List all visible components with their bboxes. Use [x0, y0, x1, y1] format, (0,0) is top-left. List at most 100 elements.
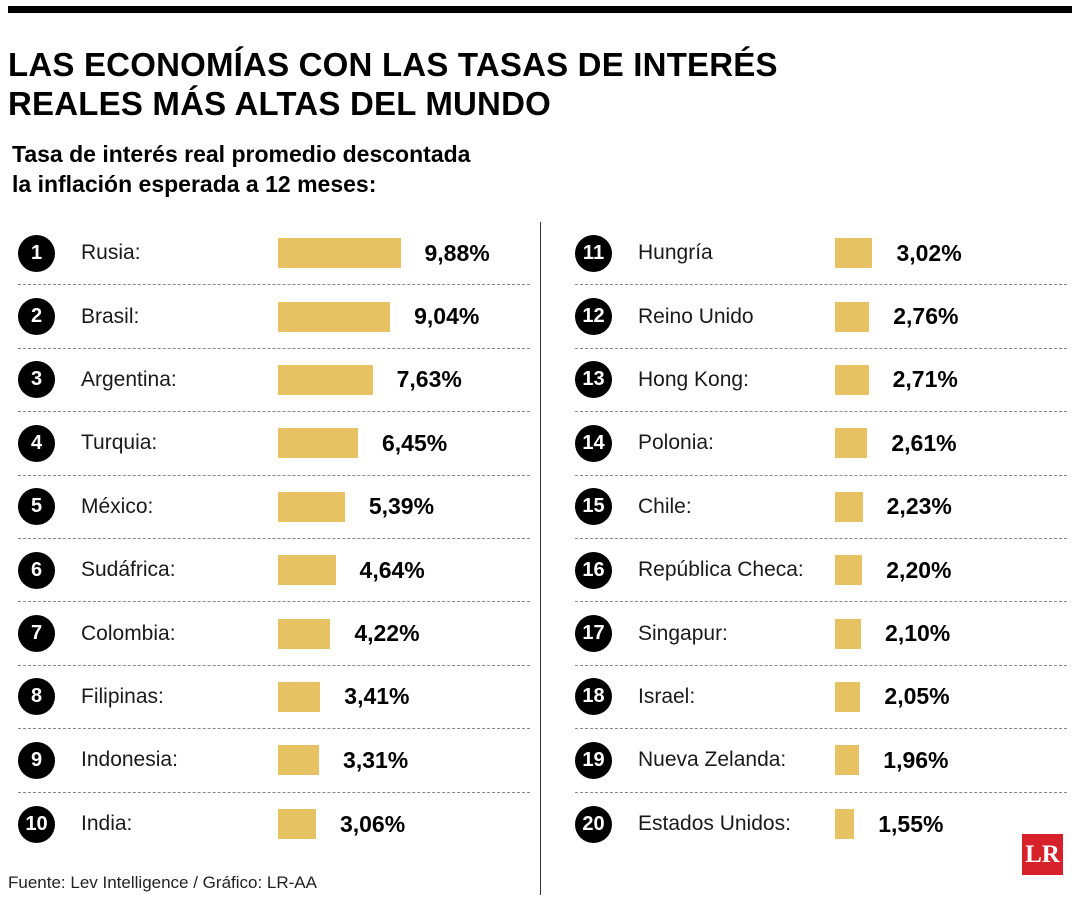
source-credit: Fuente: Lev Intelligence / Gráfico: LR-A… [8, 873, 317, 892]
bar-wrap [835, 809, 855, 840]
value-label: 9,88% [424, 239, 490, 266]
bar-wrap [278, 745, 320, 776]
value-bar [278, 428, 358, 459]
country-label: Turquia: [81, 431, 158, 455]
rank-row: 12 Reino Unido 2,76% [575, 285, 1067, 349]
bar-wrap [278, 555, 336, 586]
value-label: 4,22% [354, 620, 420, 647]
value-bar [278, 491, 345, 522]
value-label: 2,76% [893, 303, 959, 330]
bar-wrap [835, 364, 869, 395]
rank-badge: 7 [18, 615, 55, 653]
country-label: República Checa: [638, 558, 804, 582]
value-bar [835, 238, 873, 269]
value-label: 3,41% [344, 683, 410, 710]
value-label: 4,64% [359, 556, 425, 583]
bar-wrap [835, 681, 861, 712]
country-label: Hong Kong: [638, 367, 749, 391]
country-label: Reino Unido [638, 304, 754, 328]
value-label: 2,10% [885, 620, 951, 647]
value-bar [835, 491, 863, 522]
bar-wrap [835, 618, 862, 649]
country-label: Polonia: [638, 431, 714, 455]
value-label: 6,45% [381, 429, 448, 456]
subtitle-line-2: la inflación esperada a 12 meses: [12, 170, 377, 197]
rank-badge: 5 [18, 488, 55, 526]
country-label: India: [81, 812, 133, 836]
chart-subtitle: Tasa de interés real promedio descontada… [12, 140, 532, 200]
rank-row: 6 Sudáfrica: 4,64% [18, 539, 530, 603]
title-line-2: REALES MÁS ALTAS DEL MUNDO [8, 85, 551, 123]
country-label: Estados Unidos: [638, 812, 791, 836]
bar-wrap [278, 618, 331, 649]
country-label: México: [81, 494, 154, 518]
value-bar [835, 618, 862, 649]
country-label: Indonesia: [81, 748, 178, 772]
rank-badge: 12 [575, 298, 612, 336]
value-label: 2,23% [886, 493, 952, 520]
country-label: Filipinas: [81, 684, 164, 708]
rank-badge: 8 [18, 678, 55, 716]
value-bar [278, 555, 336, 586]
value-bar [835, 428, 868, 459]
value-bar [835, 745, 860, 776]
value-label: 2,05% [884, 683, 950, 710]
lr-logo: LR [1022, 834, 1063, 875]
rank-row: 7 Colombia: 4,22% [18, 602, 530, 666]
value-label: 3,02% [896, 239, 962, 266]
country-label: Israel: [638, 684, 696, 708]
rank-badge: 20 [575, 805, 612, 843]
subtitle-line-1: Tasa de interés real promedio descontada [12, 141, 471, 167]
bar-wrap [835, 745, 860, 776]
bar-wrap [278, 301, 391, 332]
rank-badge: 11 [575, 234, 612, 272]
rank-row: 3 Argentina: 7,63% [18, 349, 530, 413]
value-bar [278, 681, 321, 712]
top-rule [8, 6, 1072, 13]
column-divider [540, 222, 541, 895]
rank-badge: 15 [575, 488, 612, 526]
value-bar [835, 809, 855, 840]
rank-badge: 14 [575, 424, 612, 462]
value-label: 3,31% [343, 746, 409, 773]
rank-row: 13 Hong Kong: 2,71% [575, 349, 1067, 413]
rank-badge: 16 [575, 551, 612, 589]
rank-badge: 4 [18, 424, 55, 462]
rank-row: 17 Singapur: 2,10% [575, 602, 1067, 666]
ranking-column-right: 11 Hungría 3,02% 12 Reino Unido 2,76% 13… [575, 222, 1067, 856]
value-label: 7,63% [396, 366, 462, 393]
country-label: Singapur: [638, 621, 728, 645]
rank-row: 14 Polonia: 2,61% [575, 412, 1067, 476]
country-label: Rusia: [81, 241, 141, 265]
bar-wrap [835, 238, 873, 269]
value-bar [278, 809, 316, 840]
bar-wrap [835, 428, 868, 459]
value-label: 3,06% [339, 810, 406, 837]
rank-row: 9 Indonesia: 3,31% [18, 729, 530, 793]
bar-wrap [278, 428, 358, 459]
country-label: Nueva Zelanda: [638, 748, 787, 772]
bar-wrap [835, 491, 863, 522]
rank-badge: 18 [575, 678, 612, 716]
value-bar [278, 745, 320, 776]
value-bar [835, 555, 863, 586]
bar-wrap [278, 364, 373, 395]
rank-row: 8 Filipinas: 3,41% [18, 666, 530, 730]
rank-badge: 13 [575, 361, 612, 399]
value-bar [835, 364, 869, 395]
value-bar [278, 618, 331, 649]
rank-badge: 10 [18, 805, 55, 843]
title-line-1: LAS ECONOMÍAS CON LAS TASAS DE INTERÉS [8, 46, 778, 84]
country-label: Brasil: [81, 304, 140, 328]
page-title: LAS ECONOMÍAS CON LAS TASAS DE INTERÉS R… [8, 46, 848, 124]
value-bar [835, 681, 861, 712]
ranking-column-left: 1 Rusia: 9,88% 2 Brasil: 9,04% 3 Argenti… [18, 222, 530, 856]
rank-badge: 2 [18, 298, 55, 336]
bar-wrap [278, 491, 345, 522]
value-bar [278, 238, 401, 269]
rank-row: 10 India: 3,06% [18, 793, 530, 856]
country-label: Hungría [638, 241, 713, 265]
rank-row: 1 Rusia: 9,88% [18, 222, 530, 286]
country-label: Sudáfrica: [81, 558, 176, 582]
rank-row: 18 Israel: 2,05% [575, 666, 1067, 730]
